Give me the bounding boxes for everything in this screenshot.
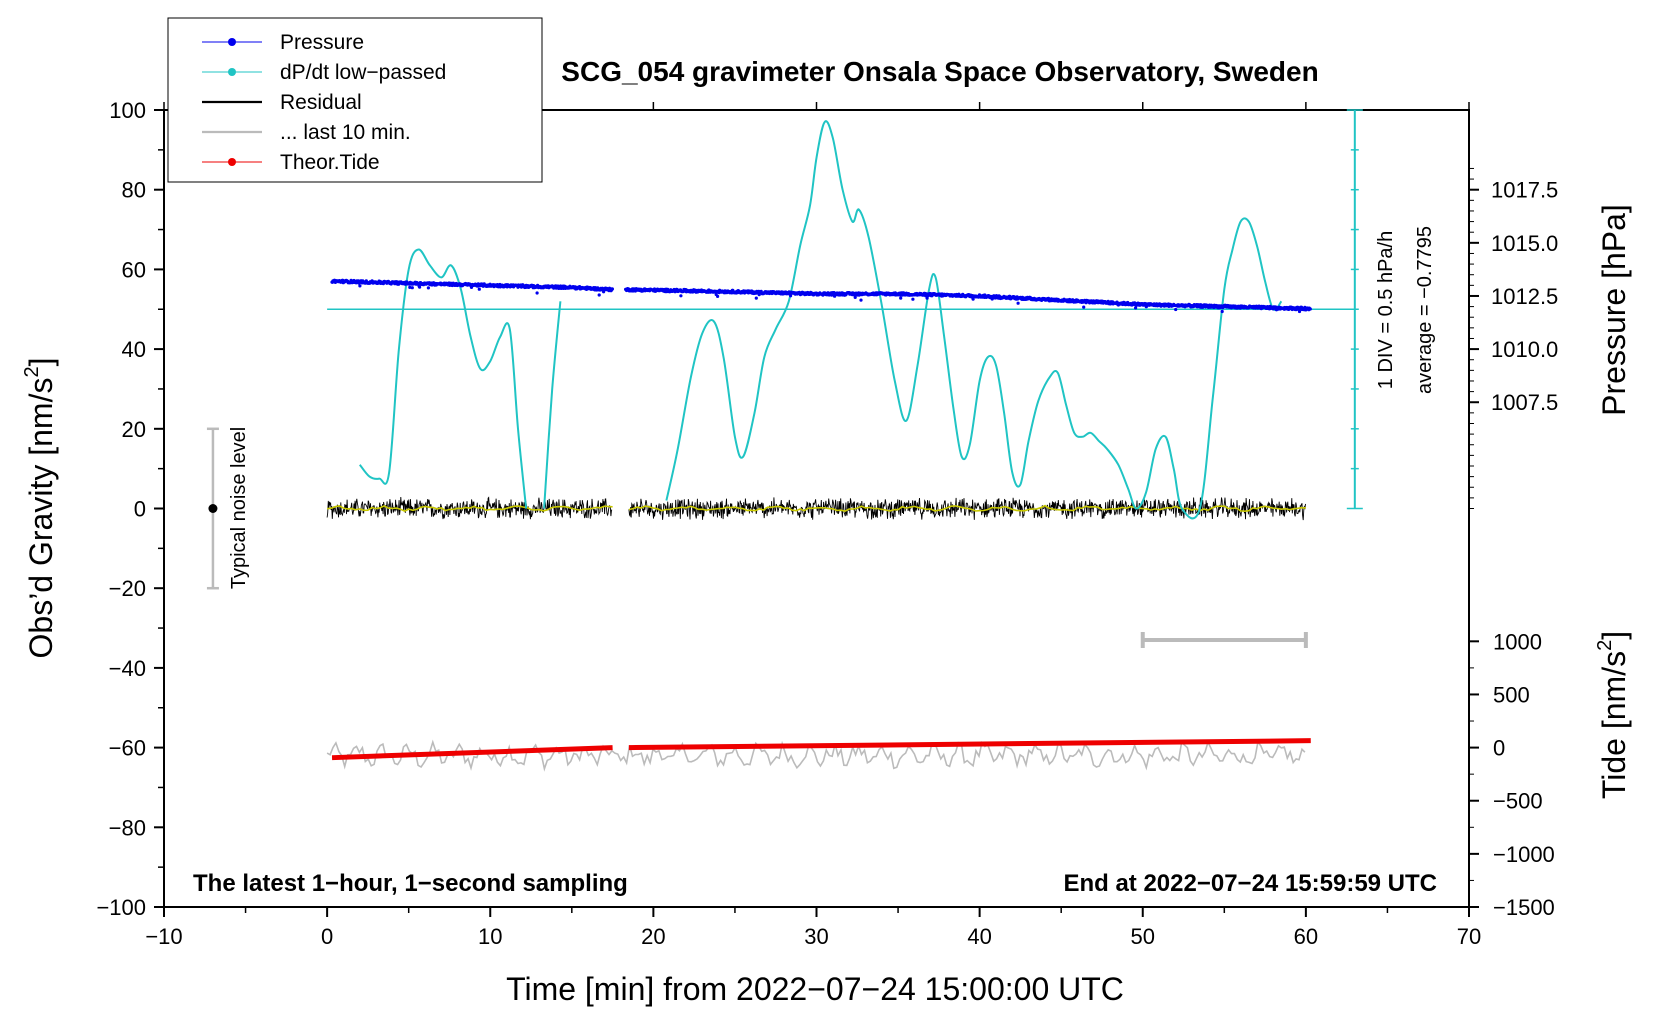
pressure-point	[1016, 301, 1020, 305]
pressure-point	[789, 294, 793, 298]
pressure-point	[754, 296, 758, 300]
tide-tick-label: 0	[1493, 736, 1505, 761]
pressure-series	[624, 287, 1312, 314]
tide-axis-title: Tide [nm/s2]	[1594, 631, 1632, 799]
pressure-point	[1220, 309, 1224, 314]
pressure-point	[1174, 307, 1178, 312]
chart-title: SCG_054 gravimeter Onsala Space Observat…	[561, 56, 1318, 87]
x-tick-label: 20	[641, 924, 665, 949]
residual-smoothed-line	[327, 504, 613, 512]
residual-smoothed-line	[628, 504, 1306, 513]
pressure-point	[859, 298, 863, 302]
pressure-point	[535, 291, 539, 295]
y-tick-label: 80	[122, 178, 146, 203]
y-axis-title-group: Obs’d Gravity [nm/s2]	[21, 358, 59, 659]
tide-tick-label: 500	[1493, 682, 1530, 707]
pressure-point	[610, 287, 615, 291]
legend-items: Pressure dP/dt low−passed Residual ... last…	[202, 31, 446, 174]
y-axis-title: Obs’d Gravity [nm/s2]	[21, 358, 59, 659]
pressure-point	[358, 284, 362, 288]
tide-tick-label: −1000	[1493, 842, 1555, 867]
pressure-tick-label: 1010.0	[1491, 337, 1558, 362]
last10-series-line	[326, 739, 1306, 772]
legend-swatch-marker	[228, 68, 236, 76]
legend: Pressure dP/dt low−passed Residual ... last…	[167, 17, 543, 183]
pressure-point	[1082, 305, 1086, 309]
y-tick-label: 0	[134, 497, 146, 522]
average-label: average = −0.7795	[1414, 226, 1436, 394]
y-tick-label: −40	[109, 656, 146, 681]
pressure-point	[1308, 307, 1312, 311]
pressure-point	[899, 296, 903, 300]
y-tick-label: −100	[96, 895, 146, 920]
y-tick-label: −20	[109, 576, 146, 601]
pressure-point	[597, 293, 601, 297]
pressure-point	[1297, 309, 1302, 314]
div-label-group: 1 DIV = 0.5 hPa/h	[1375, 231, 1397, 389]
legend-label: dP/dt low−passed	[280, 61, 446, 84]
dpdt-series-line	[359, 248, 528, 509]
pressure-tick-label: 1007.5	[1491, 390, 1558, 415]
pressure-tick-label: 1012.5	[1491, 284, 1558, 309]
dpdt-series-line	[543, 301, 562, 509]
data-layer	[206, 109, 1363, 772]
pressure-point	[477, 287, 481, 291]
tide-series-line	[331, 745, 613, 761]
tide-axis-title-group: Tide [nm/s2]	[1594, 631, 1632, 799]
x-tick-label: 30	[804, 924, 828, 949]
y-axis-gravity: −100 −80 −60 −40 −20 0 20 40 60 80 100	[96, 98, 164, 920]
end-time-note: End at 2022−07−24 15:59:59 UTC	[1063, 870, 1437, 897]
pressure-series	[330, 278, 615, 297]
pressure-point	[410, 286, 414, 290]
pressure-tick-label: 1015.0	[1491, 231, 1558, 256]
x-axis-title: Time [min] from 2022−07−24 15:00:00 UTC	[506, 971, 1124, 1007]
pressure-point	[1134, 306, 1138, 310]
y-axis-tide: −1500 −1000 −500 0 500 1000	[1469, 629, 1555, 920]
noise-bar-center	[208, 504, 218, 513]
pressure-point	[925, 296, 929, 300]
y-tick-label: 40	[122, 337, 146, 362]
tide-tick-label: 1000	[1493, 629, 1542, 654]
pressure-point	[853, 295, 857, 299]
y-tick-label: 20	[122, 417, 146, 442]
x-axis: −10 0 10 20 30 40 50 60 70	[145, 102, 1481, 949]
x-tick-label: 50	[1131, 924, 1155, 949]
noise-level-label: Typical noise level	[228, 427, 250, 589]
tide-tick-label: −500	[1493, 789, 1543, 814]
pressure-axis-title-group: Pressure [hPa]	[1596, 204, 1632, 416]
tide-tick-label: −1500	[1493, 895, 1555, 920]
pressure-point	[716, 294, 720, 298]
pressure-point	[418, 285, 422, 289]
x-tick-label: 40	[967, 924, 991, 949]
x-tick-label: 60	[1294, 924, 1318, 949]
y-tick-label: −80	[109, 815, 146, 840]
x-tick-label: −10	[145, 924, 182, 949]
dpdt-series-line	[665, 120, 1283, 520]
noise-label-group: Typical noise level	[228, 427, 250, 589]
x-tick-label: 70	[1457, 924, 1481, 949]
y-tick-label: −60	[109, 736, 146, 761]
x-tick-label: 10	[478, 924, 502, 949]
pressure-axis-title: Pressure [hPa]	[1596, 204, 1632, 416]
legend-swatch-marker	[228, 38, 236, 46]
legend-label: ... last 10 min.	[280, 121, 411, 144]
pressure-point	[911, 297, 915, 301]
y-tick-label: 60	[122, 257, 146, 282]
pressure-point	[408, 285, 412, 289]
y-tick-label: 100	[109, 98, 146, 123]
legend-label: Theor.Tide	[280, 151, 380, 174]
y-axis-pressure: 1007.5 1010.0 1012.5 1015.0 1017.5	[1469, 167, 1558, 509]
pressure-tick-label: 1017.5	[1491, 178, 1558, 203]
pressure-point	[426, 286, 430, 290]
legend-label: Residual	[280, 91, 362, 114]
legend-label: Pressure	[280, 31, 364, 54]
average-label-group: average = −0.7795	[1414, 226, 1436, 394]
x-tick-label: 0	[321, 924, 333, 949]
sampling-note: The latest 1−hour, 1−second sampling	[193, 870, 628, 897]
legend-swatch-marker	[228, 158, 236, 166]
pressure-point	[679, 294, 683, 298]
div-scale-label: 1 DIV = 0.5 hPa/h	[1375, 231, 1397, 389]
tide-series-line	[628, 738, 1311, 751]
